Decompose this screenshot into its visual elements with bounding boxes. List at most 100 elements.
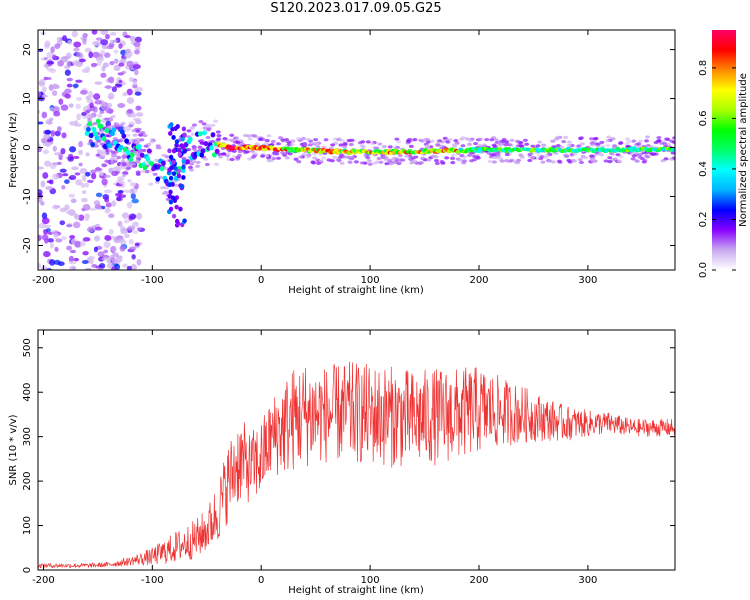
noise-blob: [136, 227, 142, 231]
branch-blob: [168, 131, 173, 136]
y-tick-label: 0: [22, 144, 33, 150]
halo-blob: [504, 152, 510, 157]
noise-blob: [105, 106, 111, 114]
halo-blob: [94, 144, 100, 148]
noise-blob: [74, 123, 82, 127]
halo-blob: [396, 140, 402, 144]
noise-blob: [110, 153, 117, 158]
noise-blob: [103, 249, 109, 254]
branch-blob: [181, 126, 187, 132]
noise-blob: [101, 257, 108, 261]
noise-blob: [122, 263, 128, 268]
noise-blob: [66, 83, 73, 88]
halo-blob: [131, 129, 137, 133]
noise-blob: [101, 163, 108, 168]
noise-blob: [101, 104, 106, 111]
halo-blob: [321, 156, 327, 160]
noise-blob: [57, 161, 62, 165]
halo-blob: [128, 124, 134, 128]
halo-blob: [205, 128, 211, 132]
ridge-cell: [145, 156, 151, 162]
halo-blob: [154, 158, 160, 162]
y-tick-label: -20: [22, 237, 33, 253]
halo-blob: [419, 160, 425, 165]
ridge-cell: [95, 118, 101, 124]
ridge-cell: [185, 159, 190, 165]
noise-blob: [86, 226, 95, 233]
halo-blob: [577, 158, 583, 162]
halo-blob: [326, 158, 332, 162]
noise-blob: [114, 257, 123, 263]
noise-blob: [113, 237, 121, 243]
halo-blob: [374, 146, 380, 150]
ridge-cell: [125, 149, 131, 156]
noise-blob: [54, 130, 61, 137]
noise-blob: [108, 229, 114, 235]
noise-blob: [118, 177, 124, 185]
noise-blob: [85, 152, 90, 157]
x-tick-label: -200: [32, 275, 55, 286]
noise-blob: [66, 77, 73, 82]
halo-blob: [218, 155, 224, 159]
noise-blob: [96, 56, 104, 63]
halo-blob: [149, 140, 155, 144]
noise-blob: [123, 125, 132, 132]
noise-blob: [76, 52, 83, 58]
halo-blob: [275, 142, 281, 146]
halo-blob: [96, 148, 102, 153]
branch-blob: [176, 147, 182, 153]
halo-blob: [477, 144, 483, 148]
halo-blob: [295, 136, 301, 141]
noise-blob: [113, 64, 121, 72]
halo-blob: [284, 156, 290, 160]
halo-blob: [527, 158, 533, 163]
noise-blob: [111, 86, 117, 93]
halo-blob: [605, 143, 611, 148]
noise-blob: [134, 68, 139, 76]
noise-blob: [39, 78, 46, 83]
snr-y-label: SNR (10 * v/v): [8, 414, 19, 485]
noise-blob: [83, 182, 90, 188]
branch-blob: [175, 124, 180, 129]
halo-blob: [197, 145, 203, 149]
y-tick-label: 0: [22, 567, 33, 573]
noise-blob: [90, 169, 97, 174]
halo-blob: [491, 160, 497, 164]
halo-blob: [141, 148, 147, 153]
noise-blob: [105, 202, 112, 208]
noise-blob: [58, 98, 64, 105]
halo-blob: [410, 156, 416, 160]
noise-blob: [102, 62, 109, 68]
halo-blob: [437, 139, 443, 143]
halo-blob: [450, 156, 456, 160]
noise-blob: [88, 207, 97, 211]
halo-blob: [636, 142, 642, 146]
noise-blob: [130, 264, 137, 270]
colorbar-ticks: 0.0 0.2 0.4 0.6 0.8: [698, 60, 736, 278]
halo-blob: [135, 170, 141, 174]
halo-blob: [563, 135, 569, 139]
halo-blob: [561, 140, 567, 144]
halo-blob: [339, 161, 345, 165]
spectrogram-frame: [37, 29, 676, 271]
halo-blob: [412, 138, 418, 142]
halo-blob: [84, 110, 90, 114]
halo-blob: [236, 153, 242, 158]
noise-blob: [126, 88, 133, 96]
ridge-cell: [86, 126, 91, 132]
noise-blob: [134, 36, 142, 43]
noise-blob: [92, 106, 98, 113]
snr-x-ticks: -200 -100 0 100 200 300: [32, 330, 597, 586]
noise-blob: [43, 133, 51, 140]
noise-blob: [117, 238, 125, 242]
noise-blob: [94, 226, 103, 231]
halo-blob: [473, 142, 479, 146]
ridge-cell: [94, 135, 100, 141]
halo-blob: [305, 137, 311, 142]
noise-blob: [120, 58, 127, 64]
halo-blob: [477, 137, 483, 141]
halo-blob: [330, 143, 336, 147]
halo-blob: [205, 135, 211, 140]
noise-blob: [66, 245, 73, 251]
halo-blob: [634, 159, 640, 163]
